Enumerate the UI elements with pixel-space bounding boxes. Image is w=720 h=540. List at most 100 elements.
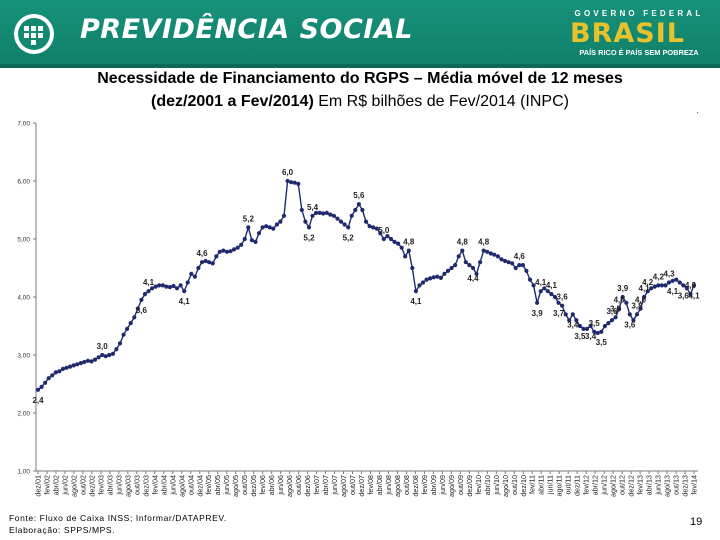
data-point [114,347,119,352]
data-point [260,225,265,230]
data-point [171,283,176,289]
x-tick-label: fev/03 [96,475,105,495]
data-point [420,280,426,285]
data-point [531,283,536,288]
chart-title-unit: Em R$ bilhões de Fev/2014 (INPC) [313,93,569,110]
data-point [677,280,682,285]
x-tick-label: out/02 [78,475,87,495]
data-label: 4,8 [403,238,415,247]
data-label: 5,4 [307,203,319,212]
data-point [560,303,565,308]
data-point [185,280,190,285]
data-point [103,354,108,359]
y-tick-label: 6,00 [17,179,30,186]
x-tick-label: out/09 [456,475,465,495]
x-tick-label: abr/10 [483,475,492,495]
data-point [249,238,254,243]
data-point [142,292,148,297]
data-point [424,277,429,282]
data-point [599,329,604,334]
data-point [438,275,443,280]
data-point [460,248,465,253]
data-point [449,265,454,271]
data-point [121,332,126,337]
data-point [506,260,511,265]
data-point [417,283,422,288]
data-point [567,318,572,323]
x-tick-label: jun/02 [60,475,69,496]
data-point [132,315,137,320]
data-point [649,286,654,291]
x-tick-label: ago/07 [339,475,348,497]
data-point [617,306,622,311]
gov-slogan: PAÍS RICO É PAÍS SEM POBREZA [579,48,699,57]
y-tick-label: 1,00 [17,469,30,476]
data-point [153,284,158,289]
data-point [392,239,397,244]
page-number: 19 [690,516,703,528]
data-point [285,178,290,184]
data-point [192,274,197,279]
data-label: 3,8 [631,301,643,310]
x-tick-label: dez/09 [465,475,474,497]
data-point [146,289,151,294]
x-tick-label: fev/13 [636,475,645,495]
data-point [232,247,237,252]
data-point [674,277,679,282]
data-label: 3,0 [97,342,109,351]
x-tick-label: abr/08 [375,475,384,495]
data-point [385,234,390,239]
data-point [428,276,433,281]
x-tick-label: jun/06 [276,475,285,496]
data-point [684,286,690,291]
data-label: 4,1 [639,284,651,293]
data-point [656,283,661,288]
data-label: 3,6 [557,293,569,302]
data-point [371,225,376,230]
data-point [545,289,550,294]
y-tick-label: 7,00 [17,121,30,128]
data-point [688,292,693,297]
data-point [453,263,458,268]
data-point [542,286,547,291]
data-point [53,370,58,375]
data-label: 3,4 [567,320,579,329]
data-label: 2,4 [32,396,44,405]
data-point [60,366,66,371]
data-point [520,263,526,268]
data-point [235,245,240,250]
x-tick-label: dez/07 [357,475,366,497]
x-tick-label: abr/12 [591,475,600,495]
data-label: 4,1 [535,278,547,287]
x-tick-label: abr/11 [537,475,546,495]
x-tick-label: out/13 [672,475,681,495]
data-point [296,181,301,186]
data-point [306,225,312,230]
data-point [584,326,590,331]
data-point [410,265,415,271]
footnote-elaboration: Elaboração: SPPS/MPS. [9,525,116,535]
data-label: 4,2 [653,272,665,281]
data-point [107,352,112,358]
x-tick-label: fev/14 [690,475,699,495]
data-label: 6,0 [282,168,294,177]
x-tick-label: out/12 [618,475,627,495]
data-label: 3,4 [585,332,597,341]
data-point [492,252,497,257]
data-point [157,283,162,288]
data-point [406,248,411,253]
data-point [92,357,98,362]
x-tick-label: out/08 [402,475,411,495]
data-point [360,207,365,213]
x-tick-label: ago/10 [501,475,510,497]
data-point [342,222,347,227]
data-label: 4,8 [457,238,469,247]
data-point [681,283,686,288]
data-point [46,376,51,381]
data-label: 5,6 [353,191,365,200]
data-point [39,384,44,389]
x-tick-label: abr/05 [213,475,222,495]
x-tick-label: jun/05 [222,475,231,496]
data-label: 3,5 [589,319,601,328]
data-label: 4,1 [688,291,700,300]
